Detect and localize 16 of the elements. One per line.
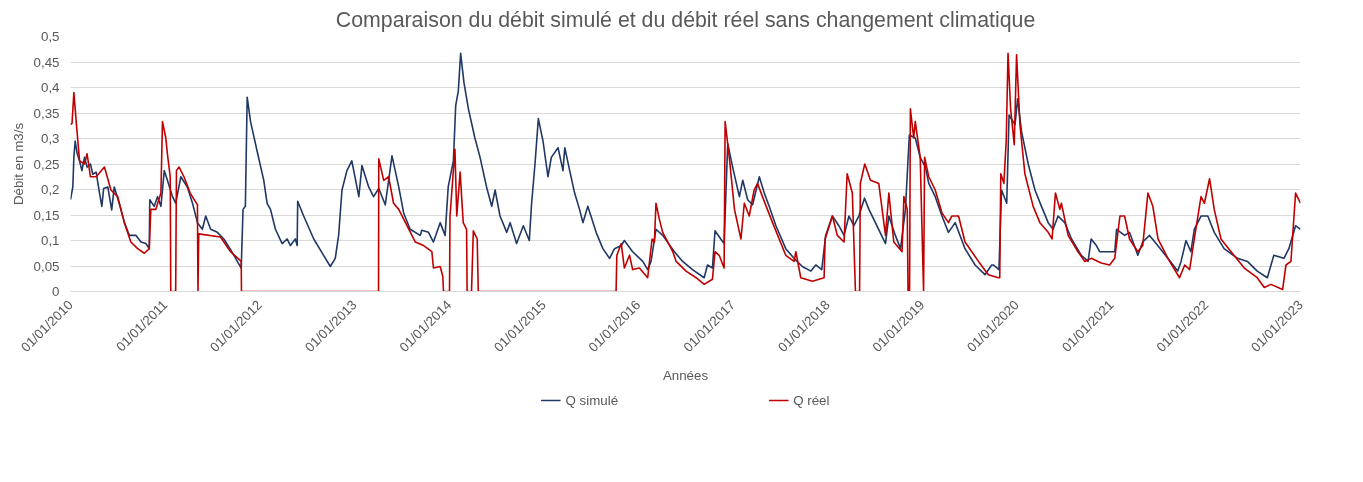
y-tick-label: 0,5 <box>40 29 60 44</box>
y-tick-label: 0,15 <box>33 207 60 223</box>
y-tick-label: 0,3 <box>40 131 60 146</box>
legend-label: Q réel <box>793 392 830 408</box>
chart-title: Comparaison du débit simulé et du débit réel sans changement climatique <box>335 7 1036 32</box>
y-axis-title: Débit en m3/s <box>10 122 26 206</box>
y-tick-label: 0,2 <box>40 182 60 197</box>
y-tick-label: 0,05 <box>33 258 60 274</box>
y-tick-label: 0,45 <box>33 54 60 70</box>
x-axis-title: Années <box>662 368 709 384</box>
legend-label: Q simulé <box>565 392 619 408</box>
y-tick-label: 0,35 <box>33 105 60 121</box>
y-tick-label: 0,1 <box>40 233 60 248</box>
y-tick-label: 0,25 <box>33 156 60 172</box>
y-tick-label: 0,4 <box>40 80 61 95</box>
y-tick-label: 0 <box>52 284 60 299</box>
